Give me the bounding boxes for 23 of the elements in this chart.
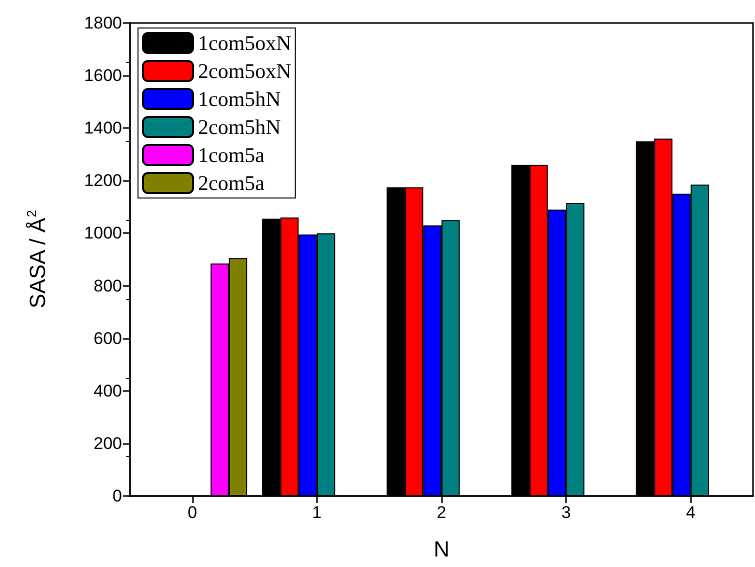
legend-label: 2com5oxN [198,59,292,83]
legend-label: 1com5oxN [198,31,292,55]
y-tick-label: 1400 [84,118,122,138]
x-axis-title: N [434,536,450,562]
x-tick-label: 1 [312,503,322,522]
y-tick-label: 600 [94,328,122,348]
legend-label: 2com5hN [198,115,281,139]
x-tick-label: 4 [686,503,696,522]
y-tick-label: 200 [94,434,122,453]
x-tick-label: 2 [436,503,446,522]
y-tick-label: 1800 [84,14,122,32]
y-tick-label: 400 [94,381,122,400]
legend-label: 1com5a [198,143,266,167]
y-tick-label: 800 [94,276,122,296]
x-tick-label: 3 [561,503,571,522]
y-tick-label: 0 [112,486,122,506]
y-tick-label: 1600 [84,66,122,86]
y-tick-label: 1000 [84,224,122,243]
y-axis-title: SASA / Å2 [24,210,50,308]
legend-label: 2com5a [198,171,266,195]
legend-label: 1com5hN [198,87,281,111]
y-tick-label: 1200 [84,171,122,190]
x-tick-label: 0 [188,503,198,522]
